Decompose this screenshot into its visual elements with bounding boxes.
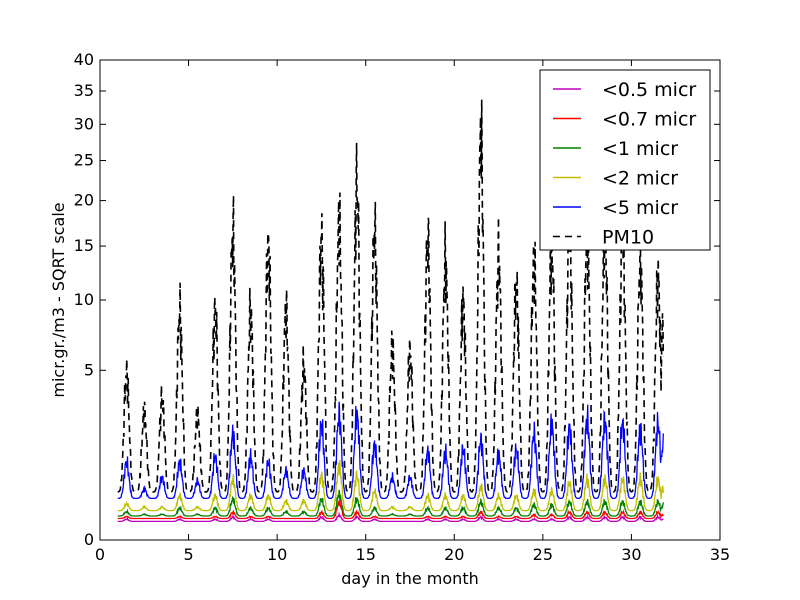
x-tick-label: 0 bbox=[95, 545, 105, 564]
legend-label-3: <2 micr bbox=[602, 168, 678, 190]
y-tick-label: 40 bbox=[74, 50, 94, 69]
series-line-2 bbox=[117, 489, 664, 517]
x-tick-label: 5 bbox=[183, 545, 193, 564]
series-line-1 bbox=[117, 499, 664, 520]
series-layer bbox=[117, 99, 665, 523]
x-tick-label: 35 bbox=[710, 545, 730, 564]
x-tick-label: 20 bbox=[444, 545, 464, 564]
y-tick-label: 35 bbox=[74, 81, 94, 100]
legend-label-4: <5 micr bbox=[602, 197, 678, 219]
y-tick-label: 5 bbox=[84, 360, 94, 379]
y-tick-label: 15 bbox=[74, 236, 94, 255]
x-tick-label: 10 bbox=[267, 545, 287, 564]
y-tick-label: 30 bbox=[74, 114, 94, 133]
series-line-5 bbox=[117, 99, 665, 493]
y-tick-label: 0 bbox=[84, 530, 94, 549]
y-tick-label: 20 bbox=[74, 191, 94, 210]
legend-label-1: <0.7 micr bbox=[602, 109, 696, 131]
legend: <0.5 micr <0.7 micr <1 micr <2 micr <5 micr P… bbox=[539, 69, 711, 251]
plot-frame bbox=[99, 59, 721, 541]
legend-label-5: PM10 bbox=[602, 227, 654, 249]
y-axis-label: micr.gr./m3 - SQRT scale bbox=[49, 202, 68, 397]
series-line-4 bbox=[117, 401, 664, 500]
x-tick-label: 30 bbox=[621, 545, 641, 564]
y-tick-label: 10 bbox=[74, 290, 94, 309]
series-line-0 bbox=[117, 511, 664, 523]
legend-label-2: <1 micr bbox=[602, 138, 678, 160]
tick-layer: 0 5 10 15 20 25 30 35 0 5 10 15 20 25 30 35 40 bbox=[74, 50, 731, 564]
x-axis-label: day in the month bbox=[341, 569, 478, 588]
y-tick-label: 25 bbox=[74, 151, 94, 170]
x-tick-label: 25 bbox=[533, 545, 553, 564]
series-line-3 bbox=[117, 459, 664, 512]
legend-frame bbox=[539, 69, 711, 251]
x-tick-label: 15 bbox=[356, 545, 376, 564]
legend-label-0: <0.5 micr bbox=[602, 79, 696, 101]
